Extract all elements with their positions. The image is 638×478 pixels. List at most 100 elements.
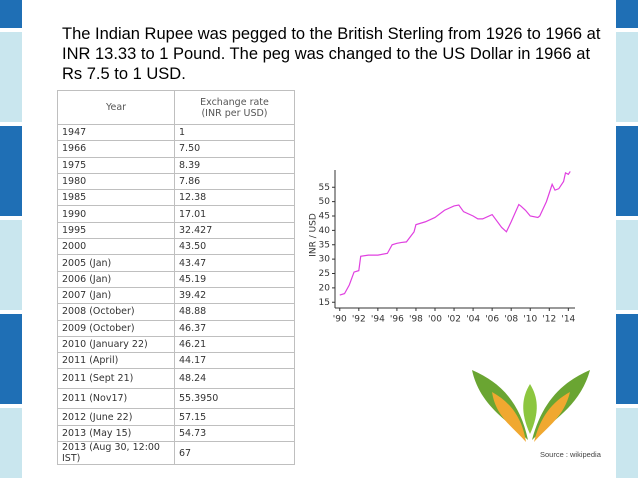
y-tick-label: 30	[319, 255, 331, 265]
table-cell: 67	[174, 441, 295, 466]
y-tick-label: 50	[319, 197, 331, 207]
header-text: Year	[105, 102, 127, 113]
table-row: 2000 43.50	[57, 238, 295, 256]
table-cell: 8.39	[174, 156, 295, 174]
table-row: 2011 (Sept 21) 48.24	[57, 368, 295, 390]
y-tick-label: 15	[319, 298, 330, 308]
header-cell: Year	[57, 90, 175, 125]
stripe	[616, 314, 638, 404]
table-cell: 45.19	[174, 270, 295, 288]
table-cell: 2010 (January 22)	[57, 335, 175, 354]
y-tick-label: 20	[319, 283, 331, 293]
table-cell: 2012 (June 22)	[57, 408, 175, 426]
table-cell: 1947	[57, 123, 175, 142]
stripe	[616, 32, 638, 122]
slide-title: The Indian Rupee was pegged to the Briti…	[62, 25, 601, 83]
table-cell: 2000	[57, 238, 175, 256]
table-cell: 1990	[57, 205, 175, 223]
table-cell: 2005 (Jan)	[57, 254, 175, 272]
y-tick-label: 45	[319, 212, 330, 222]
table-row: 2013 (May 15) 54.73	[57, 424, 295, 443]
table-row: 2011 (Nov17) 55.3950	[57, 388, 295, 410]
table-row: 2013 (Aug 30, 12:00 IST) 67	[57, 441, 295, 466]
chart: 15 20 25 30 35 40 45 50 55 '90 '92 '94 '96 '98 '00 '02 '…	[309, 170, 576, 325]
table-row: 2008 (October) 48.88	[57, 303, 295, 321]
stripe	[0, 126, 22, 216]
table-row: 1980 7.86	[57, 172, 295, 191]
table-cell: 2009 (October)	[57, 319, 175, 337]
y-tick-label: 40	[319, 226, 331, 236]
leaf	[492, 392, 526, 442]
header-cell: Exchange rate (INR per USD)	[174, 90, 295, 125]
x-tick-label: '04	[466, 315, 480, 325]
x-tick-label: '12	[542, 315, 556, 325]
x-tick-label: '00	[428, 315, 442, 325]
table-cell: 7.86	[174, 172, 295, 191]
table-cell: 48.88	[174, 303, 295, 321]
table-cell: 39.42	[174, 286, 295, 305]
x-tick-label: '96	[390, 315, 404, 325]
table-cell: 46.21	[174, 335, 295, 354]
x-tick-label: '98	[409, 315, 423, 325]
rate-table: Year Exchange rate (INR per USD) 1947 1 19…	[57, 90, 295, 466]
table-row: 1990 17.01	[57, 205, 295, 223]
table-row: 2012 (June 22) 57.15	[57, 408, 295, 426]
x-tick-label: '02	[447, 315, 461, 325]
x-tick-label: '08	[504, 315, 518, 325]
table-cell: 1980	[57, 172, 175, 191]
table-cell: 17.01	[174, 205, 295, 223]
table-cell: 32.427	[174, 221, 295, 240]
table-cell: 2011 (Nov17)	[57, 388, 175, 410]
stripe	[616, 0, 638, 28]
table-cell: 2013 (May 15)	[57, 424, 175, 443]
table-row: 1995 32.427	[57, 221, 295, 240]
table-row: 1966 7.50	[57, 140, 295, 158]
stripe	[616, 408, 638, 478]
table-cell: 1985	[57, 189, 175, 207]
y-axis-label: INR / USD	[309, 213, 319, 257]
leaf	[523, 384, 537, 434]
stripe	[0, 220, 22, 310]
y-tick-label: 55	[319, 183, 330, 193]
table-cell: 54.73	[174, 424, 295, 443]
stripe	[616, 220, 638, 310]
table-cell: 7.50	[174, 140, 295, 158]
stripe	[0, 0, 22, 28]
table-row: 2009 (October) 46.37	[57, 319, 295, 337]
table-cell: 1975	[57, 156, 175, 174]
table-row: 2005 (Jan) 43.47	[57, 254, 295, 272]
table-cell: 2007 (Jan)	[57, 286, 175, 305]
table-cell: 2011 (Sept 21)	[57, 368, 175, 390]
table-cell: 48.24	[174, 368, 295, 390]
table-cell: 1966	[57, 140, 175, 158]
table-row: 2007 (Jan) 39.42	[57, 286, 295, 305]
source: Source : wikipedia	[540, 450, 601, 459]
table-cell: 12.38	[174, 189, 295, 207]
x-tick-label: '14	[561, 315, 575, 325]
table-cell: 1	[174, 123, 295, 142]
x-tick-label: '10	[523, 315, 537, 325]
table-cell: 2008 (October)	[57, 303, 175, 321]
y-tick-label: 25	[319, 269, 330, 279]
table-cell: 2013 (Aug 30, 12:00 IST)	[57, 441, 175, 466]
table-cell: 57.15	[174, 408, 295, 426]
rate-line	[339, 171, 571, 296]
x-tick-label: '90	[333, 315, 347, 325]
table-cell: 55.3950	[174, 388, 295, 410]
logo	[472, 370, 590, 442]
stripe	[0, 32, 22, 122]
table-cell: 43.50	[174, 238, 295, 256]
table-row: 1985 12.38	[57, 189, 295, 207]
table-cell: 1995	[57, 221, 175, 240]
table-row: 1975 8.39	[57, 156, 295, 174]
table-row: 2010 (January 22) 46.21	[57, 335, 295, 354]
table-cell: 2006 (Jan)	[57, 270, 175, 288]
x-tick-label: '06	[485, 315, 499, 325]
stripe	[616, 126, 638, 216]
leaf	[534, 392, 570, 442]
table-cell: 44.17	[174, 352, 295, 370]
y-tick-label: 35	[319, 240, 330, 250]
table-row: 1947 1	[57, 123, 295, 142]
stripe	[0, 408, 22, 478]
